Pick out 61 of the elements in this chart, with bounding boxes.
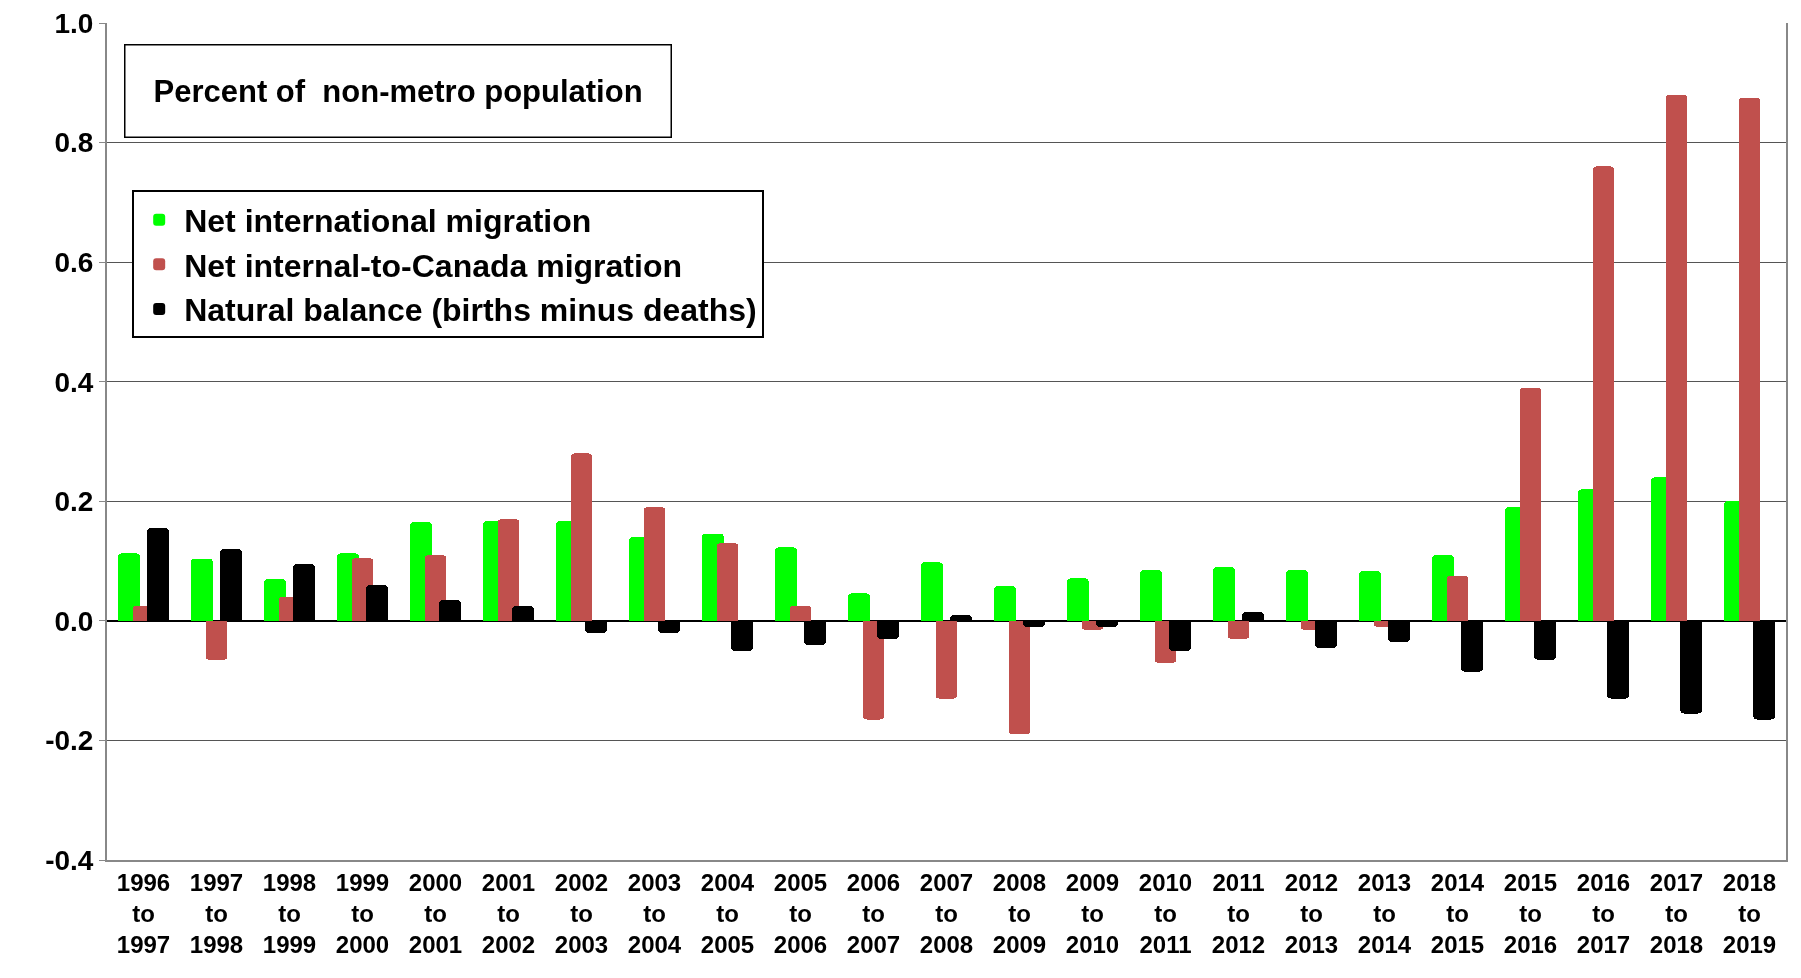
x-tick-label: 2001 to 2002 [481,868,536,959]
y-tick-label: 1.0 [54,7,94,39]
x-tick-label: 1999 to 2000 [335,868,390,959]
bar [1665,94,1688,621]
y-tick-label: 0.8 [54,127,94,159]
bar [1008,620,1031,735]
legend-label: Net international migration [184,203,592,240]
x-tick-label: 2002 to 2003 [554,868,609,959]
bar [205,620,228,660]
x-tick-label: 2003 to 2004 [627,868,682,959]
bar [1066,578,1089,621]
bar [1738,97,1761,621]
bar [774,547,797,621]
x-tick-label: 1997 to 1998 [189,868,244,959]
x-tick-label: 2013 to 2014 [1357,868,1412,959]
y-tick-label: 0.2 [54,486,94,518]
bar [789,605,812,621]
bar [716,543,739,621]
x-tick-label: 2018 to 2019 [1722,868,1777,959]
y-tick-label: 0.0 [54,605,94,637]
x-tick-label: 2005 to 2006 [773,868,828,959]
bar [847,593,870,621]
y-tick-label: 0.6 [54,246,94,278]
bar [1139,570,1162,621]
x-tick-label: 2012 to 2013 [1284,868,1339,959]
bar [1446,576,1469,621]
bar [1519,387,1542,621]
y-tick-label: -0.4 [45,844,94,876]
legend-label: Natural balance (births minus deaths) [184,292,757,329]
bar [920,562,943,621]
x-tick-label: 1996 to 1997 [116,868,171,959]
bar [117,553,140,621]
bar [1592,166,1615,621]
x-tick-label: 2006 to 2007 [846,868,901,959]
x-tick-label: 2011 to 2012 [1211,868,1266,959]
bar [570,453,593,621]
bar [497,519,520,621]
bar [1285,570,1308,621]
x-tick-label: 2015 to 2016 [1503,868,1558,959]
x-tick-label: 1998 to 1999 [262,868,317,959]
x-tick-label: 2008 to 2009 [992,868,1047,959]
bar [1227,620,1250,639]
x-tick-label: 2009 to 2010 [1065,868,1120,959]
y-tick-label: -0.2 [45,725,94,757]
bar [190,558,213,621]
legend-label: Net internal-to-Canada migration [184,247,682,284]
bar [1212,567,1235,621]
x-tick-label: 2000 to 2001 [408,868,463,959]
x-tick-label: 2004 to 2005 [700,868,755,959]
x-tick-label: 2017 to 2018 [1649,868,1704,959]
bar [935,620,958,699]
bar [862,620,885,720]
x-tick-label: 2007 to 2008 [919,868,974,959]
x-tick-label: 2016 to 2017 [1576,868,1631,959]
y-tick-label: 0.4 [54,366,94,398]
bar [1358,571,1381,621]
annotation: Percent of non-metro population [153,73,643,109]
x-tick-label: 2014 to 2015 [1430,868,1485,959]
x-tick-label: 2010 to 2011 [1138,868,1193,959]
bar [643,507,666,621]
bar [993,586,1016,621]
